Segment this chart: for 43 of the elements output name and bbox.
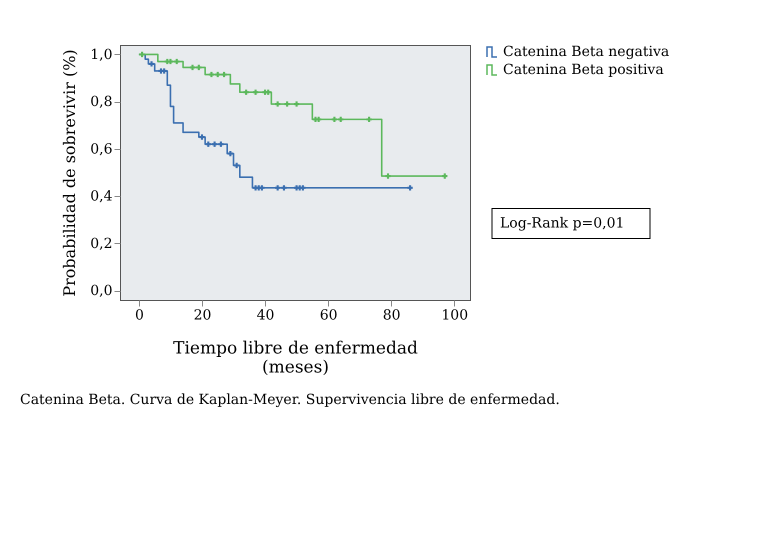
y-tick-label: 0,8 xyxy=(90,94,112,110)
x-tick-label: 0 xyxy=(134,308,144,324)
y-tick-label: 0,2 xyxy=(90,236,112,252)
point xyxy=(281,185,287,190)
point xyxy=(275,101,280,107)
point xyxy=(332,116,338,122)
x-tick-label: 40 xyxy=(256,308,274,324)
legend-label: Catenina Beta positiva xyxy=(503,62,664,78)
x-tick-label: 60 xyxy=(320,308,338,324)
point xyxy=(243,90,249,95)
point xyxy=(174,58,180,64)
point xyxy=(266,90,271,95)
point xyxy=(442,173,448,179)
point xyxy=(234,162,240,168)
point xyxy=(212,142,218,147)
point xyxy=(218,142,224,147)
x-tick-label: 20 xyxy=(194,308,212,324)
point xyxy=(215,72,220,78)
text: Log-Rank p=0,01 xyxy=(500,216,624,232)
point xyxy=(252,90,258,95)
y-tick-label: 0,6 xyxy=(90,141,113,158)
y-tick-label: 0,0 xyxy=(90,283,112,300)
text: Catenina Beta. Curva de Kaplan-Meyer. Supervivencia libre de enfermedad. xyxy=(20,392,560,408)
point xyxy=(196,64,202,70)
x-tick-label: 80 xyxy=(382,308,401,324)
point xyxy=(162,68,167,74)
y-axis-title: Probabilidad de sobrevivir (%) xyxy=(60,49,80,297)
point xyxy=(206,142,211,147)
x-axis-title: Tiempo libre de enfermedad (meses) xyxy=(173,338,418,378)
point xyxy=(407,185,413,190)
point xyxy=(259,185,265,190)
point xyxy=(284,101,290,107)
point xyxy=(316,116,322,122)
x-tick-label: 100 xyxy=(441,308,468,324)
y-tick-label: 1,0 xyxy=(90,46,112,63)
point xyxy=(300,185,306,190)
point xyxy=(338,116,344,122)
y-tick-label: 0,4 xyxy=(90,188,113,205)
legend-label: Catenina Beta negativa xyxy=(503,44,670,60)
point xyxy=(148,61,154,67)
point xyxy=(366,116,372,122)
point xyxy=(275,185,280,190)
point xyxy=(228,150,234,156)
